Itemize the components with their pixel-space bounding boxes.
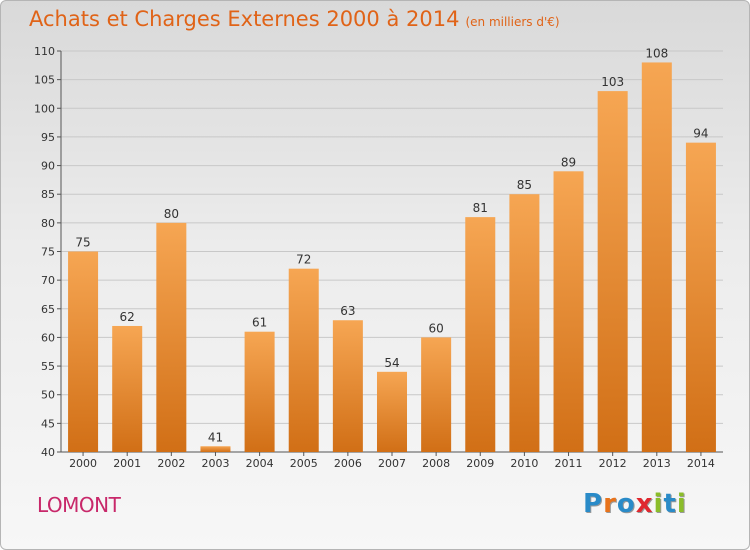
y-tick-label: 110 [34,45,55,58]
y-tick-label: 60 [41,331,55,344]
y-tick-label: 40 [41,446,55,459]
x-tick-label: 2007 [378,457,406,470]
bar [553,171,584,453]
logo-letter: i [653,489,664,519]
data-label: 72 [296,253,311,267]
logo-letter: t [663,489,677,519]
y-tick-label: 80 [41,217,55,230]
chart-subtitle: (en milliers d'€) [465,15,560,29]
x-tick-label: 2013 [643,457,671,470]
y-tick-label: 75 [41,246,55,259]
x-tick-label: 2012 [599,457,627,470]
logo-letter: i [676,489,687,519]
bar [332,320,363,452]
y-tick-label: 105 [34,74,55,87]
y-tick-label: 90 [41,160,55,173]
logo-letter: o [616,489,636,519]
y-tick-label: 85 [41,188,55,201]
data-label: 62 [120,310,135,324]
y-tick-label: 50 [41,389,55,402]
bar [597,91,628,452]
proxiti-logo[interactable]: Proxiti [583,489,687,519]
bar [685,142,716,452]
bar [641,62,672,452]
y-tick-label: 70 [41,274,55,287]
x-tick-label: 2002 [157,457,185,470]
data-label: 85 [517,178,532,192]
y-tick-label: 65 [41,303,55,316]
bar [156,222,187,452]
x-tick-labels: 2000 2001 2002 2003 2004 2005 2006 2007 2008 2009… [69,452,715,470]
y-tick-label: 95 [41,131,55,144]
logo-letter: r [603,489,617,519]
x-tick-label: 2011 [555,457,583,470]
data-label: 89 [561,155,576,169]
bar [244,331,275,452]
x-tick-label: 2001 [113,457,141,470]
data-label: 61 [252,316,267,330]
bar [421,337,452,452]
data-label: 75 [75,236,90,250]
bar [465,217,496,452]
data-label: 41 [208,430,223,444]
data-label: 54 [384,356,399,370]
bar [68,251,99,452]
data-label: 60 [428,321,443,335]
x-tick-label: 2009 [466,457,494,470]
data-label: 103 [601,75,624,89]
bar [112,325,143,452]
x-tick-label: 2000 [69,457,97,470]
logo-letter: x [635,489,654,519]
bar [509,194,540,452]
commune-name: LOMONT [37,493,121,517]
bar [200,446,231,452]
bar [376,371,408,452]
chart-title: Achats et Charges Externes 2000 à 2014 [29,7,460,31]
x-tick-label: 2010 [510,457,538,470]
y-tick-label: 45 [41,417,55,430]
y-tick-label: 100 [34,102,55,115]
x-tick-label: 2014 [687,457,715,470]
chart-title-block: Achats et Charges Externes 2000 à 2014 (e… [29,7,560,31]
x-tick-label: 2008 [422,457,450,470]
x-tick-label: 2006 [334,457,362,470]
bars [68,62,716,453]
logo-letter: P [583,489,604,519]
data-label: 63 [340,304,355,318]
data-label: 80 [164,207,179,221]
data-label: 108 [645,46,668,60]
bar [288,268,319,452]
x-tick-label: 2004 [246,457,274,470]
data-labels: 75 62 80 41 61 72 63 54 60 81 85 89 103 108 94 [75,46,708,444]
y-tick-labels: 40 45 50 55 60 65 70 75 80 85 90 95 100 105 110 [34,45,61,459]
data-label: 81 [473,201,488,215]
y-tick-label: 55 [41,360,55,373]
x-tick-label: 2003 [201,457,229,470]
data-label: 94 [693,127,708,141]
x-tick-label: 2005 [290,457,318,470]
